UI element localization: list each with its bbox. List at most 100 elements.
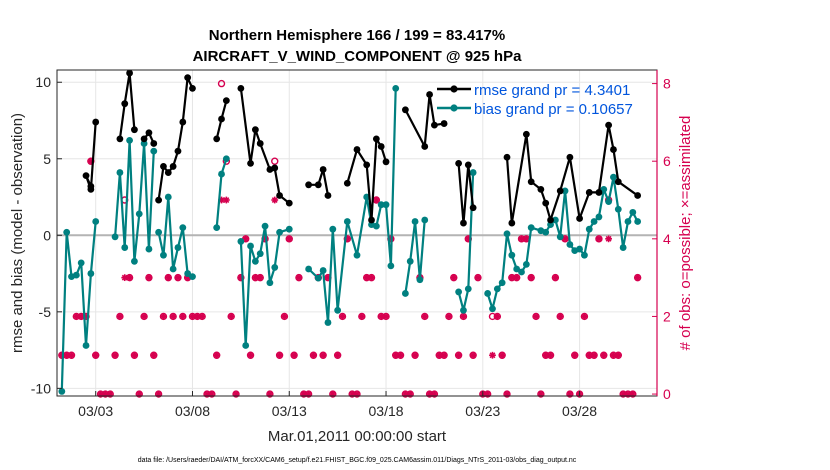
- rmse-point: [547, 216, 554, 224]
- obs-assimilated-stroke: [68, 352, 75, 359]
- rmse-point: [542, 199, 550, 207]
- rmse-point: [527, 178, 535, 186]
- bias-point: [285, 225, 293, 233]
- obs-assimilated-marker: [198, 313, 206, 320]
- rmse-point: [145, 129, 153, 137]
- obs-assimilated-stroke: [126, 274, 133, 281]
- bias-point: [595, 213, 603, 221]
- obs-assimilated-stroke: [533, 313, 539, 320]
- obs-assimilated-stroke: [145, 274, 152, 281]
- obs-assimilated-marker: [281, 313, 288, 320]
- obs-assimilated-stroke: [92, 352, 99, 359]
- rmse-point: [460, 219, 467, 227]
- obs-assimilated-marker: [547, 351, 554, 359]
- bias-point: [242, 342, 250, 349]
- bias-point: [189, 273, 196, 281]
- obs-assimilated-marker: [435, 351, 443, 359]
- obs-assimilated-marker: [179, 313, 187, 320]
- bias-point: [145, 245, 153, 253]
- obs-assimilated-marker: [382, 313, 390, 320]
- obs-assimilated-stroke: [586, 352, 593, 359]
- obs-assimilated-stroke: [562, 235, 569, 242]
- bias-point: [271, 264, 279, 271]
- obs-assimilated-marker: [600, 351, 608, 359]
- obs-assimilated-stroke: [276, 352, 283, 359]
- bias-point: [590, 218, 598, 225]
- obs-possible-marker: [217, 79, 226, 88]
- legend-bias-label: bias grand pr = 0.10657: [474, 101, 633, 118]
- rmse-point: [82, 172, 90, 180]
- obs-assimilated-stroke: [223, 197, 230, 203]
- bias-point: [251, 257, 259, 265]
- bias-point: [581, 251, 588, 259]
- bias-point: [237, 238, 245, 245]
- rmse-point: [614, 178, 622, 186]
- bias-point: [600, 185, 608, 193]
- rmse-point: [121, 100, 129, 108]
- rmse-point: [634, 192, 642, 199]
- bias-point: [116, 169, 124, 176]
- bias-point: [324, 319, 332, 326]
- bias-point: [619, 244, 627, 251]
- obs-assimilated-stroke: [528, 274, 535, 281]
- obs-assimilated-marker: [92, 351, 100, 359]
- rmse-point: [155, 196, 163, 204]
- obs-assimilated-stroke: [373, 197, 380, 203]
- bias-point: [305, 265, 313, 273]
- obs-assimilated-stroke: [595, 235, 602, 242]
- rmse-point: [285, 199, 293, 207]
- bias-point: [382, 201, 390, 209]
- bias-point: [576, 245, 583, 253]
- obs-possible-marker: [271, 157, 279, 165]
- y-tick-label: -5: [39, 304, 52, 320]
- bias-point: [542, 228, 550, 236]
- obs-assimilated-stroke: [605, 235, 612, 242]
- bias-point: [266, 279, 274, 287]
- obs-assimilated-stroke: [571, 352, 578, 359]
- obs-assimilated-stroke: [78, 313, 85, 320]
- obs-assimilated-marker: [445, 313, 453, 320]
- obs-assimilated-marker: [421, 313, 429, 320]
- rmse-point: [169, 163, 177, 170]
- obs-assimilated-stroke: [542, 352, 549, 359]
- obs-assimilated-marker: [551, 274, 559, 282]
- bias-point: [464, 285, 472, 293]
- rmse-point: [116, 135, 124, 143]
- bias-point: [179, 224, 187, 232]
- bias-point: [629, 208, 637, 216]
- rmse-point: [537, 185, 545, 193]
- obs-assimilated-marker: [140, 313, 148, 320]
- y-right-tick-label: 0: [663, 386, 671, 402]
- rmse-point: [368, 216, 375, 224]
- obs-assimilated-stroke: [175, 274, 181, 281]
- bias-point: [222, 155, 230, 163]
- obs-assimilated-marker: [634, 274, 642, 282]
- bias-point: [329, 225, 337, 233]
- obs-assimilated-marker: [614, 351, 622, 359]
- bias-point: [155, 228, 163, 236]
- rmse-point: [189, 84, 196, 92]
- obs-assimilated-marker: [397, 351, 404, 359]
- obs-assimilated-marker: [493, 313, 501, 320]
- obs-assimilated-stroke: [121, 274, 128, 281]
- rmse-point: [174, 147, 182, 155]
- obs-assimilated-marker: [213, 351, 221, 359]
- bias-point: [605, 198, 613, 206]
- bias-point: [484, 290, 492, 297]
- obs-assimilated-marker: [174, 274, 182, 282]
- obs-assimilated-marker: [131, 351, 138, 359]
- chart-title-line2: AIRCRAFT_V_WIND_COMPONENT @ 925 hPa: [193, 48, 523, 65]
- obs-assimilated-stroke: [286, 235, 293, 242]
- y-axis-label: rmse and bias (model - observation): [9, 113, 26, 353]
- obs-assimilated-stroke: [131, 352, 138, 359]
- bias-point: [392, 84, 400, 92]
- plot-area: [57, 70, 657, 396]
- obs-assimilated-marker: [295, 274, 303, 282]
- bias-point: [160, 251, 167, 259]
- obs-assimilated-stroke: [523, 235, 530, 242]
- legend-rmse-marker: [450, 85, 458, 93]
- bias-point: [614, 205, 622, 213]
- obs-assimilated-stroke: [445, 313, 452, 320]
- obs-assimilated-stroke: [378, 313, 385, 320]
- obs-assimilated-stroke: [334, 352, 341, 359]
